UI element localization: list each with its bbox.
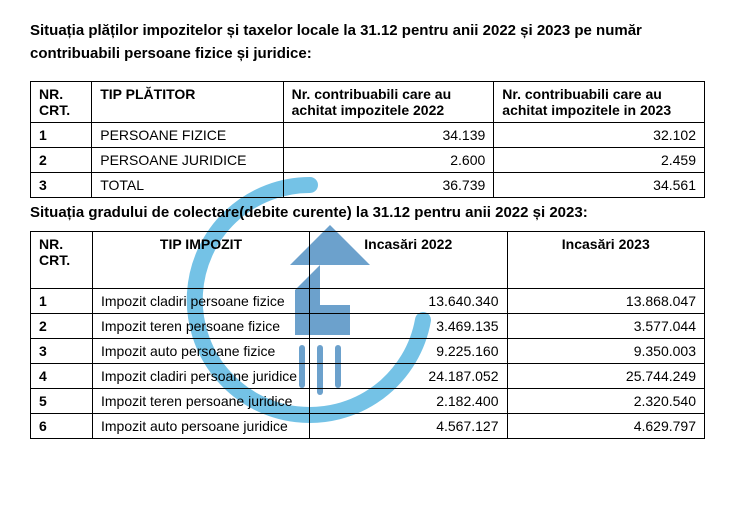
table-row: 1 Impozit cladiri persoane fizice 13.640… (31, 289, 705, 314)
cell-tip: Impozit teren persoane fizice (93, 314, 310, 339)
cell-2022: 3.469.135 (310, 314, 508, 339)
col-2023: Nr. contribuabili care au achitat impozi… (494, 82, 705, 123)
cell-2023: 2.320.540 (507, 389, 705, 414)
col-2022: Incasări 2022 (310, 232, 508, 289)
cell-2022: 2.182.400 (310, 389, 508, 414)
cell-nr: 3 (31, 173, 92, 198)
col-2022: Nr. contribuabili care au achitat impozi… (283, 82, 494, 123)
cell-tip: PERSOANE FIZICE (92, 123, 283, 148)
cell-tip: Impozit teren persoane juridice (93, 389, 310, 414)
table-row: 6 Impozit auto persoane juridice 4.567.1… (31, 414, 705, 439)
cell-2023: 32.102 (494, 123, 705, 148)
cell-tip: TOTAL (92, 173, 283, 198)
cell-tip: Impozit cladiri persoane juridice (93, 364, 310, 389)
cell-2023: 9.350.003 (507, 339, 705, 364)
section-subtitle: Situația gradului de colectare(debite cu… (30, 204, 705, 221)
col-tip: TIP PLĂTITOR (92, 82, 283, 123)
cell-nr: 2 (31, 314, 93, 339)
cell-2023: 4.629.797 (507, 414, 705, 439)
col-nr: NR. CRT. (31, 232, 93, 289)
table-row: 2 Impozit teren persoane fizice 3.469.13… (31, 314, 705, 339)
cell-2022: 36.739 (283, 173, 494, 198)
cell-tip: PERSOANE JURIDICE (92, 148, 283, 173)
cell-2022: 4.567.127 (310, 414, 508, 439)
col-tip: TIP IMPOZIT (93, 232, 310, 289)
cell-nr: 1 (31, 289, 93, 314)
cell-tip: Impozit cladiri persoane fizice (93, 289, 310, 314)
cell-2023: 25.744.249 (507, 364, 705, 389)
table-row: 3 Impozit auto persoane fizice 9.225.160… (31, 339, 705, 364)
cell-2022: 9.225.160 (310, 339, 508, 364)
table-row: 3 TOTAL 36.739 34.561 (31, 173, 705, 198)
cell-2022: 34.139 (283, 123, 494, 148)
cell-2023: 34.561 (494, 173, 705, 198)
col-2023: Incasări 2023 (507, 232, 705, 289)
cell-nr: 4 (31, 364, 93, 389)
cell-nr: 3 (31, 339, 93, 364)
cell-tip: Impozit auto persoane juridice (93, 414, 310, 439)
cell-2022: 24.187.052 (310, 364, 508, 389)
table-incasari: NR. CRT. TIP IMPOZIT Incasări 2022 Incas… (30, 231, 705, 439)
cell-tip: Impozit auto persoane fizice (93, 339, 310, 364)
cell-2022: 13.640.340 (310, 289, 508, 314)
cell-2023: 3.577.044 (507, 314, 705, 339)
page-title: Situația plăților impozitelor și taxelor… (30, 20, 705, 65)
col-nr: NR. CRT. (31, 82, 92, 123)
table-contribuabili: NR. CRT. TIP PLĂTITOR Nr. contribuabili … (30, 81, 705, 198)
cell-nr: 6 (31, 414, 93, 439)
table-row: 2 PERSOANE JURIDICE 2.600 2.459 (31, 148, 705, 173)
cell-nr: 2 (31, 148, 92, 173)
table-row: 5 Impozit teren persoane juridice 2.182.… (31, 389, 705, 414)
cell-2022: 2.600 (283, 148, 494, 173)
table-row: 4 Impozit cladiri persoane juridice 24.1… (31, 364, 705, 389)
table-row: 1 PERSOANE FIZICE 34.139 32.102 (31, 123, 705, 148)
cell-nr: 5 (31, 389, 93, 414)
cell-nr: 1 (31, 123, 92, 148)
cell-2023: 2.459 (494, 148, 705, 173)
cell-2023: 13.868.047 (507, 289, 705, 314)
